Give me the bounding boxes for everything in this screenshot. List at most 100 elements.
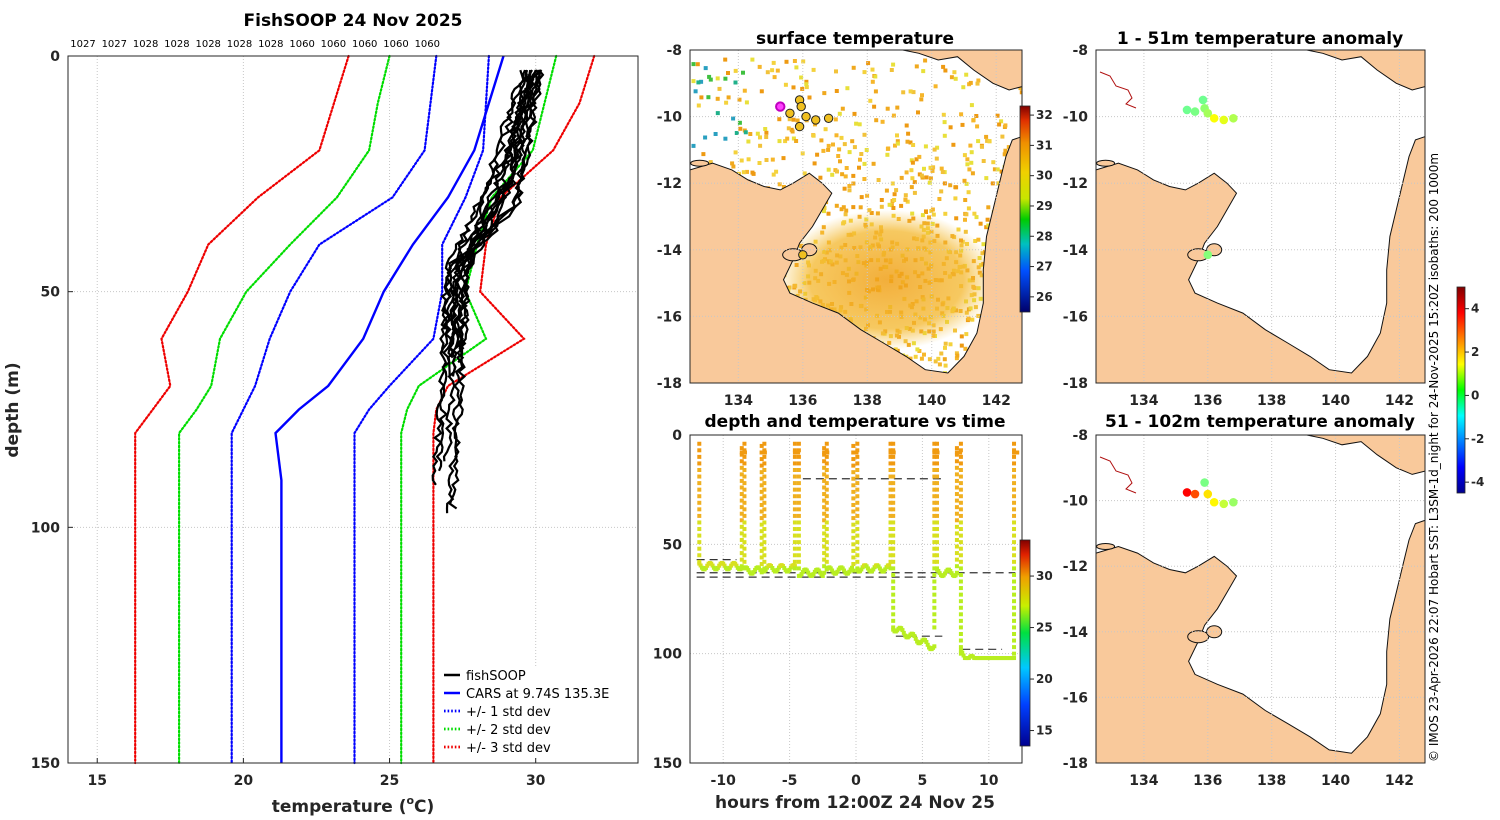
trace-point bbox=[851, 502, 856, 507]
sst-pixel bbox=[917, 172, 922, 177]
trace-point bbox=[742, 454, 747, 459]
trace-point bbox=[954, 518, 959, 523]
sst-pixel bbox=[851, 173, 856, 178]
x-tick-label: 142 bbox=[982, 393, 1011, 409]
trace-point bbox=[891, 454, 896, 459]
sst-pixel bbox=[765, 70, 770, 75]
trace-point bbox=[822, 531, 827, 536]
x-tick-label: -5 bbox=[782, 773, 798, 789]
sst-pixel bbox=[981, 159, 986, 163]
x-tick-label: 140 bbox=[917, 393, 946, 409]
anomaly-lower-land bbox=[1096, 435, 1425, 763]
island bbox=[1187, 630, 1210, 644]
anomaly-colorbar-ticks: 4 2 0 -2 -4 bbox=[1465, 302, 1484, 489]
trace-point bbox=[900, 628, 905, 633]
x-tick-label: 138 bbox=[1257, 393, 1286, 409]
sst-pixel bbox=[1003, 123, 1008, 128]
x-tick-label: 138 bbox=[853, 393, 882, 409]
trace-point bbox=[739, 544, 744, 549]
track-point bbox=[798, 250, 808, 260]
trace-point bbox=[697, 533, 702, 538]
track-point bbox=[801, 111, 811, 122]
x-tick-label: 140 bbox=[1321, 393, 1350, 409]
trace-point bbox=[1012, 631, 1017, 636]
sst-pixel bbox=[811, 133, 816, 138]
sst-pixel bbox=[771, 172, 776, 177]
y-tick-label: -12 bbox=[1063, 559, 1088, 575]
trace-point bbox=[762, 467, 767, 472]
sst-pixel bbox=[792, 59, 797, 63]
trace-point bbox=[739, 485, 744, 490]
trace-point bbox=[958, 450, 963, 455]
trace-point bbox=[935, 546, 940, 551]
trace-point bbox=[851, 555, 856, 560]
trace-point bbox=[739, 492, 744, 497]
colorbar-tick-label: 29 bbox=[1036, 199, 1053, 213]
sst-pixel bbox=[895, 141, 900, 146]
sst-pixel bbox=[984, 225, 989, 230]
sst-colorbar bbox=[1019, 105, 1031, 313]
legend-label: +/- 2 std dev bbox=[466, 723, 551, 738]
trace-point bbox=[932, 618, 937, 623]
x-tick-label: 30 bbox=[526, 773, 546, 789]
sst-pixel bbox=[1003, 148, 1008, 153]
legend: fishSOOP CARS at 9.74S 135.3E +/- 1 std de… bbox=[438, 666, 628, 758]
sst-pixel bbox=[901, 90, 906, 95]
island bbox=[1096, 543, 1116, 551]
sst-pixel bbox=[954, 216, 959, 221]
sst-pixel bbox=[976, 78, 981, 83]
sst-pixel bbox=[966, 190, 971, 195]
trace-point bbox=[954, 557, 959, 562]
sst-pixel bbox=[715, 76, 720, 81]
sst-pixel bbox=[862, 70, 867, 75]
sst-pixel bbox=[785, 136, 790, 141]
trace-point bbox=[818, 570, 823, 575]
trace-point bbox=[742, 467, 747, 472]
sst-pixel bbox=[851, 181, 856, 186]
sst-pixel bbox=[859, 152, 864, 156]
y-tick-label: -14 bbox=[1063, 625, 1089, 641]
trace-point bbox=[715, 565, 720, 570]
trace-point bbox=[851, 463, 856, 468]
sst-pixel bbox=[987, 139, 992, 144]
sst-pixel bbox=[942, 133, 947, 138]
trace-point bbox=[1012, 656, 1017, 661]
sst-pixel bbox=[943, 345, 947, 350]
trace-point bbox=[891, 494, 896, 499]
sst-pixel bbox=[996, 181, 1001, 186]
sst-pixel bbox=[781, 156, 786, 161]
x-tick-label: 142 bbox=[1385, 773, 1414, 789]
trace-point bbox=[822, 518, 827, 523]
sst-pixel bbox=[936, 356, 941, 361]
trace-point bbox=[937, 571, 942, 576]
trace-point bbox=[855, 481, 860, 486]
trace-point bbox=[1012, 559, 1017, 564]
trace-point bbox=[739, 498, 744, 503]
sst-pixel bbox=[734, 131, 739, 135]
sst-pixel bbox=[834, 89, 839, 93]
sst-pixel bbox=[731, 116, 736, 121]
sst-pixel bbox=[723, 76, 728, 81]
sst-pixel bbox=[819, 138, 824, 143]
sst-pixel bbox=[933, 359, 938, 364]
sst-pixel bbox=[912, 180, 917, 185]
trace-point bbox=[932, 500, 937, 505]
trace-point bbox=[822, 544, 827, 549]
trace-point bbox=[796, 533, 801, 538]
sst-pixel bbox=[838, 159, 842, 164]
trace-point bbox=[855, 461, 860, 466]
sst-pixel bbox=[891, 113, 896, 118]
trace-point bbox=[762, 553, 767, 558]
sst-pixel bbox=[799, 75, 804, 80]
trace-point bbox=[932, 553, 937, 558]
trace-point bbox=[935, 474, 940, 479]
trace-point bbox=[954, 544, 959, 549]
trace-point bbox=[932, 644, 937, 649]
trace-point bbox=[871, 567, 876, 572]
trace-point bbox=[822, 498, 827, 503]
sst-pixel bbox=[953, 196, 958, 201]
anomaly-point bbox=[1200, 478, 1209, 487]
legend-box bbox=[438, 666, 628, 758]
